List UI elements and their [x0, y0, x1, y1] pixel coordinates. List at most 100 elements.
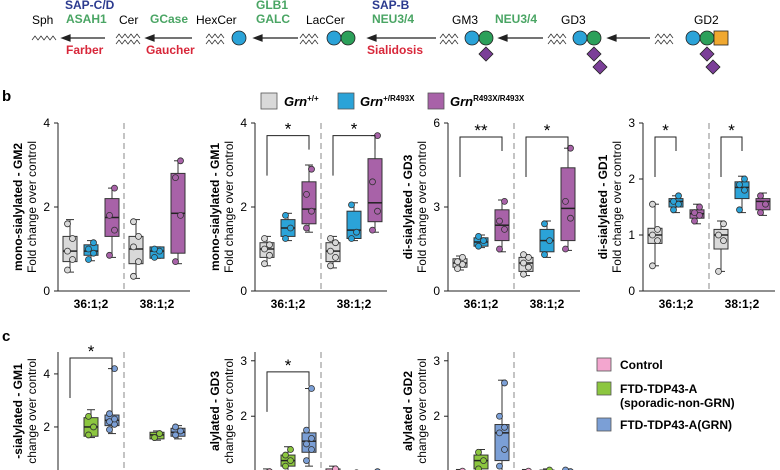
data-point: [715, 267, 722, 275]
y-tick-label: 4: [43, 116, 50, 130]
data-point: [649, 262, 656, 270]
legend-label-ftd-sporadic-sub: (sporadic-non-GRN): [620, 396, 735, 410]
glucose-icon: [572, 30, 588, 46]
tail-gm3: [439, 33, 459, 45]
data-point: [496, 217, 503, 225]
data-point: [654, 237, 661, 245]
data-point: [480, 237, 487, 245]
enzyme-galc: GALC: [256, 12, 290, 26]
data-point: [654, 225, 661, 233]
box: [560, 167, 576, 242]
tail-cer: [115, 33, 141, 45]
y-tick-label: 2: [240, 200, 247, 214]
legend-swatch-grn-wt: [260, 92, 278, 110]
data-point: [177, 427, 184, 435]
tail-gd2: [654, 33, 674, 45]
data-point: [501, 197, 508, 205]
enzyme-asah1: ASAH1: [66, 12, 107, 26]
y-tick-label: 0: [433, 284, 440, 298]
y-axis-label: Fold change over control: [222, 141, 236, 273]
data-point: [353, 228, 360, 236]
node-gm3: GM3: [452, 13, 478, 27]
data-point: [696, 203, 703, 211]
data-point: [501, 446, 508, 453]
legend-label-ftd-sporadic: FTD-TDP43-A: [620, 382, 698, 396]
legend-swatch-ftd-grn: [596, 417, 612, 432]
data-point: [496, 412, 503, 420]
y-tick-label: 2: [433, 409, 440, 423]
data-point: [172, 258, 179, 266]
box-chart-3: 0 1 2 3 di-sialylated - GD1 Fold change over …: [596, 116, 775, 311]
galactose-icon: [478, 30, 494, 46]
node-cer: Cer: [119, 13, 138, 27]
data-point: [303, 224, 310, 232]
significance-bracket: [525, 136, 569, 177]
data-point: [303, 426, 310, 434]
y-tick-label: 2: [43, 200, 50, 214]
data-point: [670, 197, 677, 205]
galactose-icon: [340, 30, 356, 46]
y-tick-label: 4: [43, 367, 50, 381]
category-label: 38:1;2: [530, 297, 565, 311]
data-point: [649, 200, 656, 208]
side-label: -sialylated - GM1: [11, 363, 25, 459]
legend-label-control: Control: [620, 358, 663, 372]
y-axis-label: Fold change over control: [25, 141, 39, 273]
data-point: [135, 258, 142, 266]
disease-farber: Farber: [66, 43, 104, 57]
data-point: [308, 165, 315, 173]
legend-c: Control FTD-TDP43-A (sporadic-non-GRN) F…: [596, 357, 735, 432]
data-point: [454, 258, 461, 266]
data-point: [520, 270, 527, 278]
data-point: [130, 243, 137, 251]
data-point: [501, 423, 508, 431]
data-point: [757, 192, 764, 200]
data-point: [480, 457, 487, 464]
data-point: [757, 209, 764, 217]
y-axis-label: Fold change over control: [610, 141, 624, 273]
enzyme-glb1: GLB1: [256, 0, 288, 12]
box-chart-1: 0 2 4 mono-sialylated - GM1 Fold change over…: [208, 116, 387, 311]
data-point: [85, 412, 92, 420]
data-point: [177, 157, 184, 165]
arrow-head-asah1: [60, 34, 71, 42]
node-laccer: LacCer: [306, 13, 345, 27]
data-point: [308, 435, 315, 442]
data-point: [261, 245, 268, 253]
significance-bracket: [459, 136, 503, 177]
glucose-icon: [231, 30, 247, 46]
data-point: [496, 462, 503, 470]
data-point: [649, 231, 656, 239]
disease-sialidosis: Sialidosis: [367, 43, 423, 57]
side-label: di-sialylated - GD3: [401, 154, 415, 259]
data-point: [64, 247, 71, 255]
data-point: [130, 272, 137, 280]
data-point: [567, 214, 574, 222]
significance-star: *: [351, 120, 358, 139]
sialic-acid-icon: [478, 46, 494, 62]
glucose-icon: [326, 30, 342, 46]
data-point: [90, 239, 97, 247]
significance-star: *: [285, 356, 292, 375]
box-chart-6: 2 3 alylated - GD2 change over control: [401, 352, 574, 470]
data-point: [332, 253, 339, 261]
data-point: [327, 235, 334, 242]
data-point: [541, 220, 548, 228]
category-label: 38:1;2: [725, 297, 760, 311]
data-point: [266, 251, 273, 259]
data-point: [520, 251, 527, 259]
arrow-head-neu-a: [366, 34, 377, 42]
y-tick-label: 2: [240, 409, 247, 423]
data-point: [741, 186, 748, 194]
pathway: Sph Cer HexCer LacCer GM3 GD3 GD2 SAP-C/…: [31, 0, 729, 75]
legend-label-grn-hom: GrnR493X/R493X: [450, 94, 525, 109]
y-tick-label: 1: [628, 228, 635, 242]
arrow-head-gcase: [144, 34, 155, 42]
significance-bracket: [69, 357, 113, 398]
node-gd2: GD2: [694, 13, 719, 27]
data-point: [374, 207, 381, 215]
data-point: [541, 251, 548, 259]
data-point: [287, 457, 294, 464]
